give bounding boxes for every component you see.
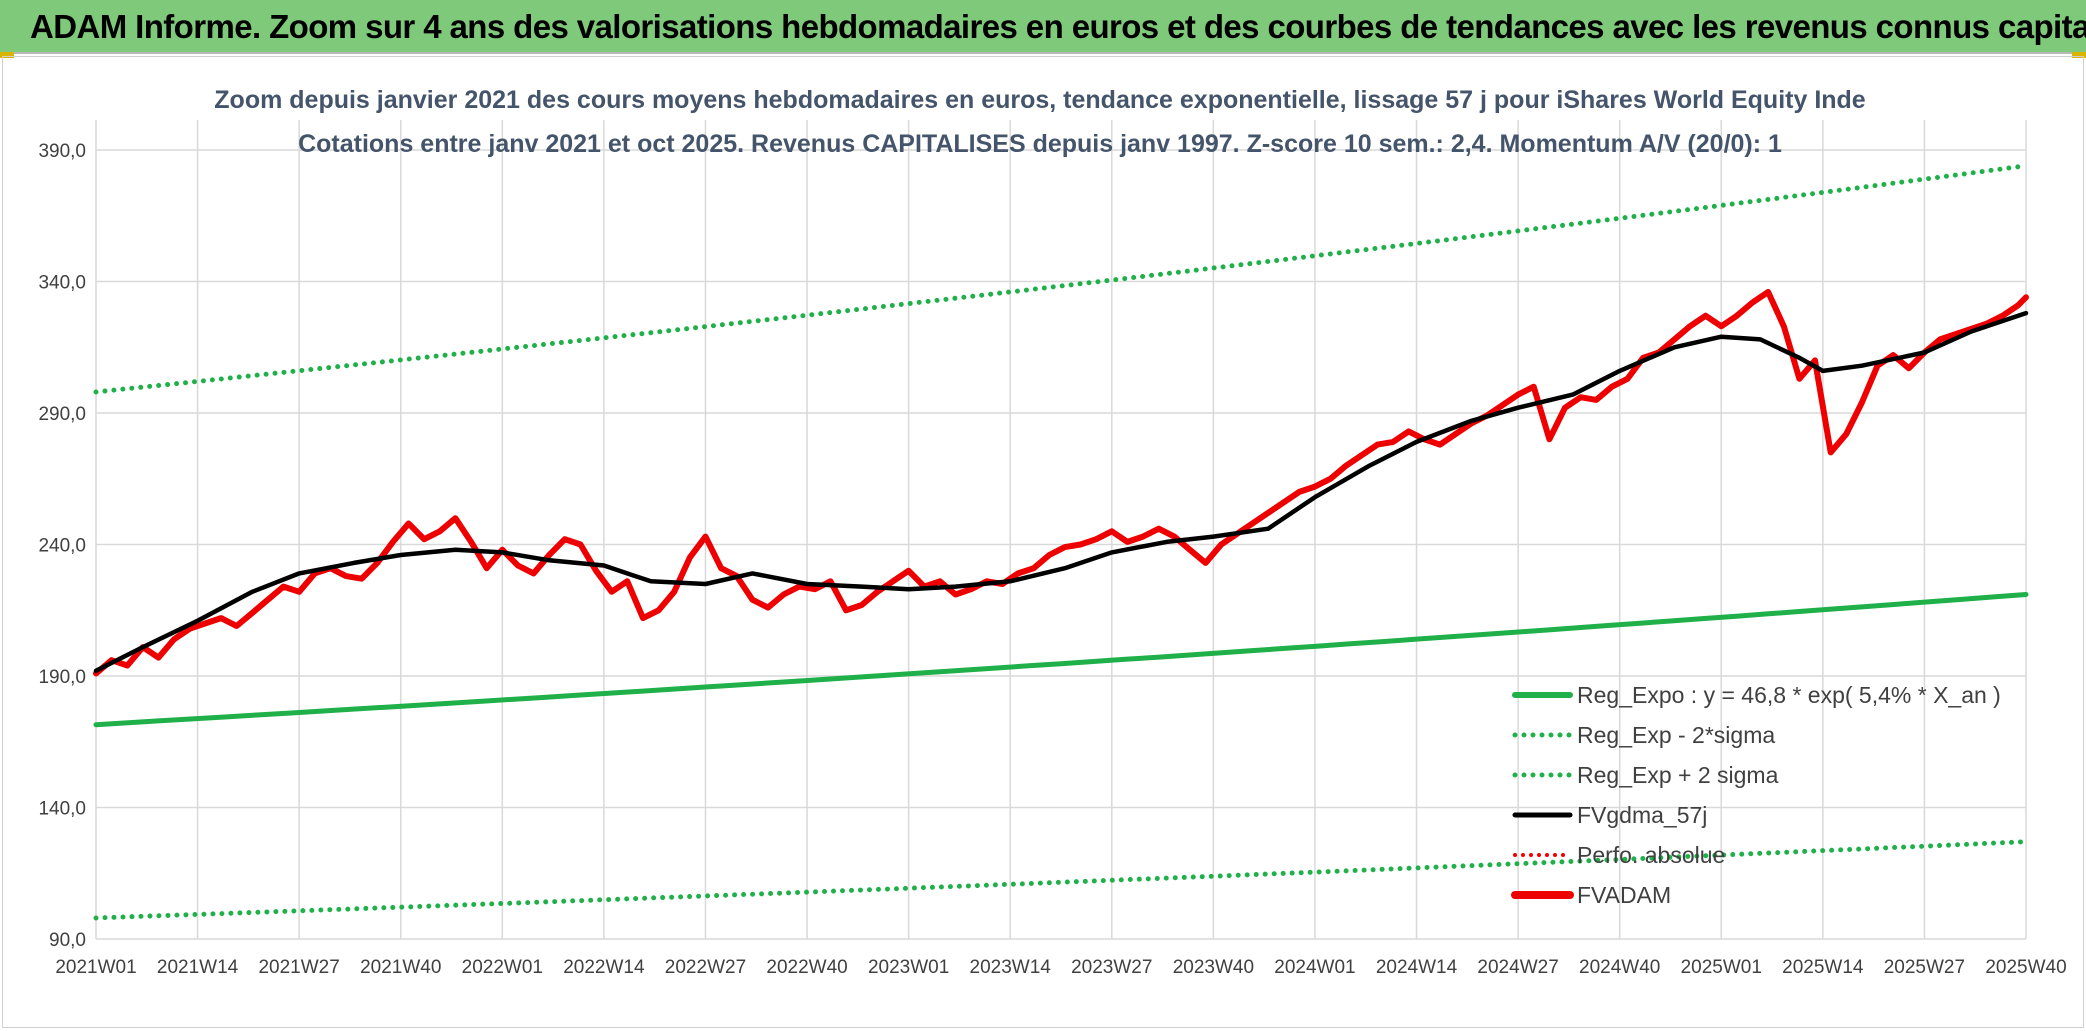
x-tick-label: 2021W27 (258, 957, 339, 978)
x-tick-label: 2022W14 (563, 957, 645, 978)
series-reg-exp-plus-2-sigma (93, 163, 2029, 395)
banner-title: ADAM Informe. Zoom sur 4 ans des valoris… (30, 8, 2086, 45)
x-tick-label: 2025W27 (1884, 957, 1965, 978)
y-tick-label: 340,0 (38, 273, 86, 294)
x-tick-label: 2022W01 (462, 957, 543, 978)
x-tick-label: 2021W40 (360, 957, 441, 978)
x-tick-label: 2024W27 (1477, 957, 1558, 978)
x-tick-label: 2024W14 (1376, 957, 1458, 978)
y-tick-label: 140,0 (38, 799, 86, 820)
x-tick-label: 2021W01 (55, 957, 136, 978)
x-tick-label: 2023W01 (868, 957, 949, 978)
legend-label-fvgdma: FVgdma_57j (1577, 802, 1707, 828)
x-tick-label: 2023W40 (1173, 957, 1254, 978)
legend-label-fvadam: FVADAM (1577, 882, 1671, 908)
x-tick-label: 2025W14 (1782, 957, 1864, 978)
header-banner: ADAM Informe. Zoom sur 4 ans des valoris… (0, 0, 2086, 54)
x-tick-label: 2025W40 (1985, 957, 2066, 978)
x-tick-label: 2024W40 (1579, 957, 1660, 978)
legend-label-reg_plus: Reg_Exp + 2 sigma (1577, 762, 1779, 788)
y-tick-label: 190,0 (38, 667, 86, 688)
x-tick-label: 2023W27 (1071, 957, 1152, 978)
series-reg-exp-minus-2-sigma (93, 839, 2029, 921)
grid-lines (95, 120, 2027, 940)
banner-corner-left (0, 52, 14, 58)
banner-corner-right (2072, 52, 2086, 58)
chart-title-line2: Cotations entre janv 2021 et oct 2025. R… (298, 130, 1782, 158)
x-tick-label: 2022W40 (766, 957, 847, 978)
y-axis-ticks: 90,0 140,0 190,0 240,0 290,0 340,0 390,0 (38, 141, 86, 951)
y-tick-label: 240,0 (38, 536, 86, 557)
x-tick-label: 2022W27 (665, 957, 746, 978)
x-tick-label: 2025W01 (1681, 957, 1762, 978)
series-fvadam (93, 289, 2029, 677)
x-tick-label: 2024W01 (1274, 957, 1355, 978)
series-fvgdma-57j (93, 310, 2029, 673)
chart-frame (2, 56, 2084, 1028)
legend: Reg_Expo : y = 46,8 * exp( 5,4% * X_an )… (1511, 682, 2001, 908)
y-tick-label: 290,0 (38, 404, 86, 425)
legend-label-reg_minus: Reg_Exp - 2*sigma (1577, 722, 1775, 748)
legend-label-perfo: Perfo. absolue (1577, 842, 1725, 868)
chart-title-line1: Zoom depuis janvier 2021 des cours moyen… (214, 86, 1866, 114)
y-tick-label: 390,0 (38, 141, 86, 162)
x-tick-label: 2023W14 (970, 957, 1052, 978)
legend-label-reg_expo: Reg_Expo : y = 46,8 * exp( 5,4% * X_an ) (1577, 682, 2001, 708)
x-axis-ticks: 2021W01 2021W14 2021W27 2021W40 2022W01 2022W… (55, 957, 2066, 978)
series-reg-expo (93, 592, 2029, 728)
x-tick-label: 2021W14 (157, 957, 239, 978)
y-tick-label: 90,0 (49, 930, 86, 951)
series-group (93, 163, 2029, 921)
